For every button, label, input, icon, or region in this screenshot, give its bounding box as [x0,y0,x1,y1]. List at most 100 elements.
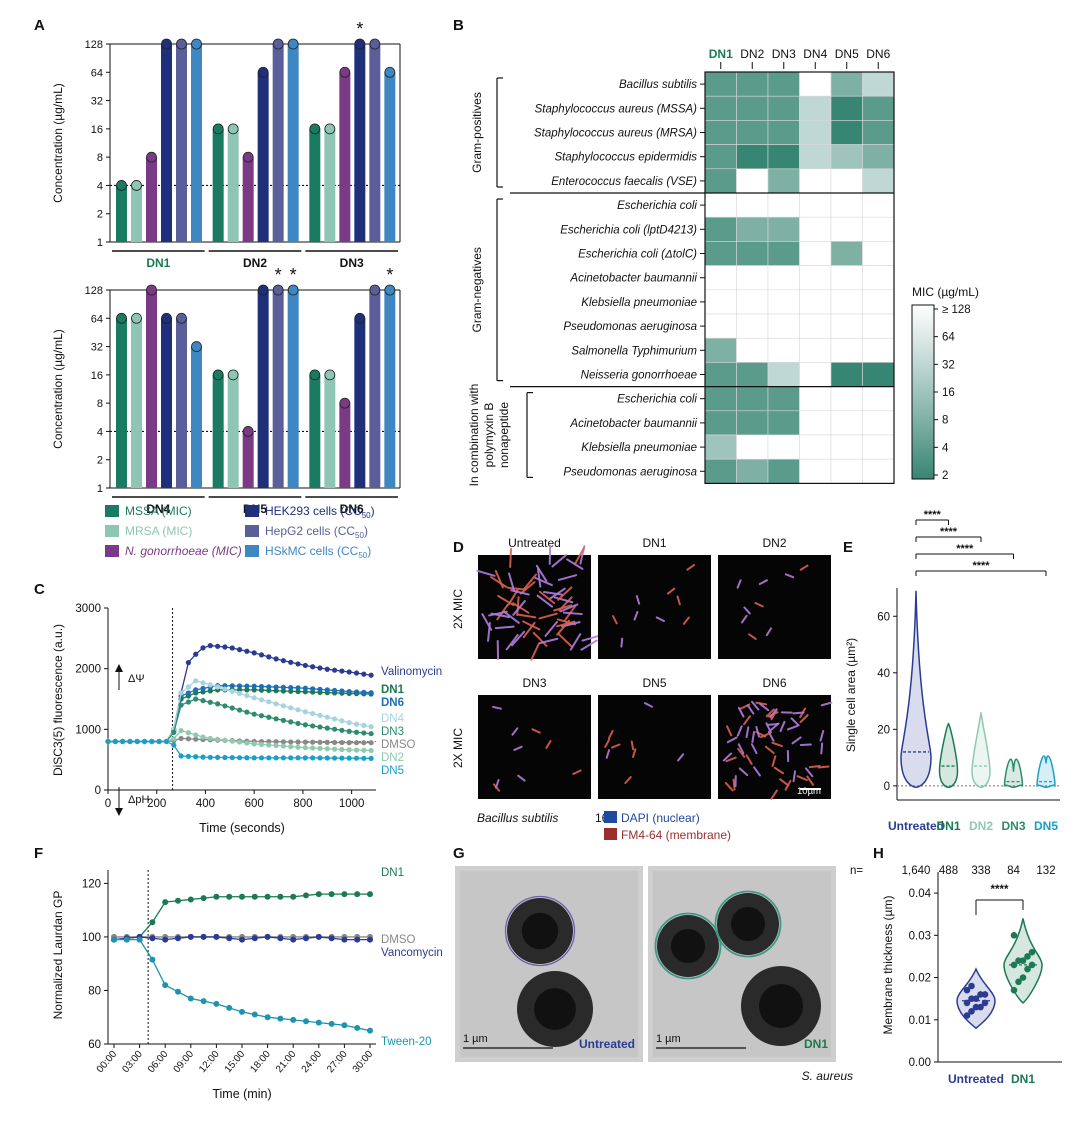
data-point [222,703,228,709]
legend-swatch [245,505,259,517]
heatmap-cell [736,289,769,315]
bar [257,72,269,243]
heatmap-cell [704,168,737,194]
y-axis-label: Single cell area (µm²) [844,638,858,752]
cell [580,639,598,651]
cell [746,704,755,715]
data-point [339,718,345,724]
data-point [266,714,272,720]
row-label: Pseudomonas aeruginosa [563,321,697,333]
data-point [346,688,352,695]
bar [324,374,336,488]
heatmap-cell [736,168,769,194]
data-point [331,746,338,752]
y-tick-label: 0.03 [909,930,931,942]
microscopy-image [478,695,591,799]
x-tick-label: 03:00 [120,1049,145,1076]
cell [522,620,541,631]
data-point [187,995,194,1002]
row-label: Staphylococcus epidermidis [554,152,697,164]
data-point [149,956,156,963]
significance-stars: **** [956,543,974,555]
cell [505,634,519,651]
cell [765,627,773,637]
x-tick-label: 0 [105,798,111,810]
n-label: 488 [939,865,958,877]
cell [551,553,568,568]
cell [488,610,508,617]
y-tick-label: 128 [85,285,103,297]
bar-dot [116,180,127,191]
cell [724,781,734,792]
data-point [968,982,975,990]
heatmap-cell [767,168,800,194]
x-tick-label: 1000 [339,798,365,810]
cell [765,708,775,718]
group-label: DN3 [340,256,364,270]
data-point [339,755,345,761]
y-axis-label: Membrane thickness (µm) [881,896,895,1035]
cell [751,700,760,711]
bar [116,318,127,488]
series-label: DN2 [381,752,404,764]
violin [1036,755,1056,789]
data-point [324,725,330,731]
bar-dot [384,66,396,78]
data-point [239,893,245,900]
cell [534,576,553,587]
data-point [193,736,199,742]
data-point [111,936,117,943]
y-tick-label: 4 [97,180,103,192]
heatmap-cell [736,144,769,170]
bar-dot [227,369,239,381]
heatmap-cell [830,289,863,315]
y-tick-label: 64 [91,313,103,325]
cell [726,725,733,737]
x-tick-label: 24:00 [300,1049,325,1076]
x-tick-label: 30:00 [351,1049,376,1076]
data-point [207,643,213,649]
data-point [1019,957,1027,964]
heatmap-cell [862,313,895,339]
cell [745,726,750,739]
cell [612,615,618,625]
heatmap-cell [862,168,895,194]
cell [535,564,548,583]
n-label: 132 [1036,865,1055,877]
bar-dot [339,397,351,409]
heatmap-cell [736,337,769,363]
series-label: DN6 [381,697,404,709]
data-point [972,995,980,1002]
cell [494,779,500,789]
cell [511,727,519,736]
y-tick-label: 20 [877,724,890,736]
cell [631,748,637,758]
x-tick-label: 200 [147,798,166,810]
series-label: Valinomycin [381,666,442,678]
panel-letter: F [34,845,43,862]
row-label: Escherichia coli [617,394,697,406]
data-point [226,1004,233,1011]
data-point [288,685,294,691]
x-tick-label: 27:00 [325,1049,350,1076]
data-point [229,705,235,711]
heatmap-cell [830,95,863,121]
data-point [346,740,352,746]
data-point [258,683,265,690]
cell [519,581,536,595]
data-point [266,755,272,761]
group-label: DN4 [146,502,170,516]
scale-label: 1 µm [463,1033,488,1045]
data-point [273,755,279,761]
cell [743,715,751,726]
data-point [328,935,335,942]
group-label: nonapeptide [497,402,511,468]
cell [792,770,797,783]
data-point [264,1014,271,1021]
y-tick-label: 0.04 [909,888,932,900]
bar [384,72,396,243]
y-tick-label: 60 [88,1039,101,1051]
data-point [229,683,235,689]
heatmap-cell [799,458,832,484]
panel-letter: E [843,539,853,556]
